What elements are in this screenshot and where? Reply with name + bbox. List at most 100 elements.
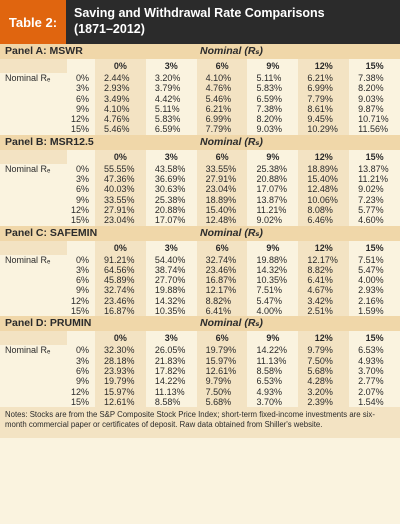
table-cell: 23.93% <box>95 365 146 377</box>
table-cell: 21.83% <box>145 355 197 366</box>
row-group-label <box>0 376 67 386</box>
column-header: 0% <box>95 59 146 73</box>
table-cell: 6.59% <box>247 93 299 104</box>
row-header: 3% <box>75 355 89 366</box>
table-cell: 12.61% <box>95 396 146 408</box>
column-header-row: 0% 3% 6% 9% 12% 15% <box>0 59 400 73</box>
table-cell: 16.87% <box>196 275 248 286</box>
row-header: 9% <box>75 194 89 205</box>
row-header: 12% <box>70 114 89 125</box>
table-cell: 3.20% <box>145 73 197 84</box>
table-cell: 6.59% <box>145 124 197 135</box>
table-cell: 3.20% <box>298 386 350 397</box>
table-cell: 9.03% <box>349 93 400 104</box>
table-cell: 32.30% <box>95 345 146 356</box>
panel-table: 0% 3% 6% 9% 12% 15% Nominal Rₑ 0% 55.55% 43.58% 33… <box>0 149 400 226</box>
table-cell: 7.38% <box>349 73 400 84</box>
table-cell: 3.70% <box>349 365 400 377</box>
table-cell: 23.46% <box>95 295 146 307</box>
table-cell: 9.02% <box>247 215 299 226</box>
column-header: 15% <box>349 331 400 346</box>
table-cell: 7.23% <box>349 194 400 205</box>
row-header: 15% <box>70 124 89 135</box>
table-cell: 4.93% <box>349 355 400 366</box>
column-header: 3% <box>145 331 197 346</box>
table-row: 15% 12.61% 8.58% 5.68% 3.70% 2.39% 1.54% <box>0 396 400 408</box>
row-group-label <box>0 114 67 124</box>
blank-cell <box>0 149 67 164</box>
table-cell: 3.49% <box>95 93 146 104</box>
table-cell: 7.51% <box>247 285 299 296</box>
table-cell: 6.21% <box>298 73 350 84</box>
column-header-row: 0% 3% 6% 9% 12% 15% <box>0 240 400 255</box>
table-badge: Table 2: <box>0 0 66 44</box>
table-row: Nominal Rₑ 0% 2.44% 3.20% 4.10% 5.11% 6.21% 7.3… <box>0 73 400 84</box>
table-cell: 64.56% <box>95 264 146 276</box>
row-group-label: Nominal Rₑ <box>5 254 51 265</box>
table-header: Table 2: Saving and Withdrawal Rate Comp… <box>0 0 400 44</box>
table-cell: 4.76% <box>95 114 146 125</box>
table-cell: 12.17% <box>298 254 350 265</box>
panel-title: Panel A: MSWR Nominal (Rₛ) <box>0 44 400 59</box>
row-header: 12% <box>70 386 89 397</box>
table-cell: 28.18% <box>95 355 146 366</box>
table-cell: 7.50% <box>196 386 248 397</box>
table-cell: 15.40% <box>298 174 350 185</box>
table-row: 3% 64.56% 38.74% 23.46% 14.32% 8.82% 5.47% <box>0 264 400 276</box>
table-cell: 5.46% <box>196 93 248 104</box>
blank-cell <box>0 240 67 255</box>
blank-cell <box>67 149 95 164</box>
table-cell: 8.82% <box>298 264 350 276</box>
row-header: 3% <box>75 264 89 275</box>
row-group-label <box>0 285 67 295</box>
row-group-label <box>0 306 67 316</box>
table-cell: 23.04% <box>196 184 248 195</box>
row-group-label: Nominal Rₑ <box>5 73 51 83</box>
column-header: 3% <box>145 240 197 255</box>
table-cell: 30.63% <box>145 184 197 195</box>
table-cell: 11.21% <box>247 204 299 216</box>
table-cell: 3.42% <box>298 295 350 307</box>
table-cell: 9.45% <box>298 114 350 125</box>
table-cell: 32.74% <box>95 285 146 296</box>
table-cell: 11.56% <box>349 124 400 135</box>
table-cell: 11.13% <box>247 355 299 366</box>
table-cell: 8.61% <box>298 103 350 115</box>
table-cell: 10.71% <box>349 114 400 125</box>
column-header: 3% <box>145 59 197 73</box>
blank-cell <box>0 331 67 346</box>
blank-cell <box>67 59 95 73</box>
table-cell: 2.07% <box>349 386 400 397</box>
blank-cell <box>67 331 95 346</box>
table-cell: 4.10% <box>95 103 146 115</box>
nominal-rs-label: Nominal (Rₛ) <box>200 226 263 239</box>
column-header: 9% <box>247 149 299 164</box>
table-cell: 5.83% <box>247 83 299 94</box>
row-group-label <box>0 296 67 306</box>
table-cell: 11.13% <box>145 386 197 397</box>
table-cell: 9.79% <box>298 345 350 356</box>
row-header: 12% <box>70 204 89 215</box>
table-cell: 25.38% <box>247 163 299 175</box>
table-cell: 27.91% <box>95 204 146 216</box>
table-cell: 4.00% <box>247 306 299 317</box>
table-cell: 14.22% <box>145 376 197 387</box>
table-cell: 43.58% <box>145 163 197 175</box>
table-cell: 9.79% <box>196 376 248 387</box>
table-cell: 4.60% <box>349 215 400 226</box>
row-header: 3% <box>75 174 89 185</box>
table-cell: 10.35% <box>145 306 197 317</box>
row-header: 9% <box>75 285 89 296</box>
table-cell: 4.10% <box>196 73 248 84</box>
table-cell: 5.47% <box>247 295 299 307</box>
table-cell: 8.20% <box>247 114 299 125</box>
table-cell: 40.03% <box>95 184 146 195</box>
panel-title: Panel B: MSR12.5 Nominal (Rₛ) <box>0 134 400 150</box>
table-cell: 18.89% <box>298 163 350 175</box>
column-header: 0% <box>95 240 146 255</box>
table-cell: 4.93% <box>247 386 299 397</box>
table-cell: 20.88% <box>247 174 299 185</box>
table-cell: 18.89% <box>196 194 248 205</box>
column-header: 0% <box>95 149 146 164</box>
row-group-label: Nominal Rₑ <box>5 163 51 174</box>
